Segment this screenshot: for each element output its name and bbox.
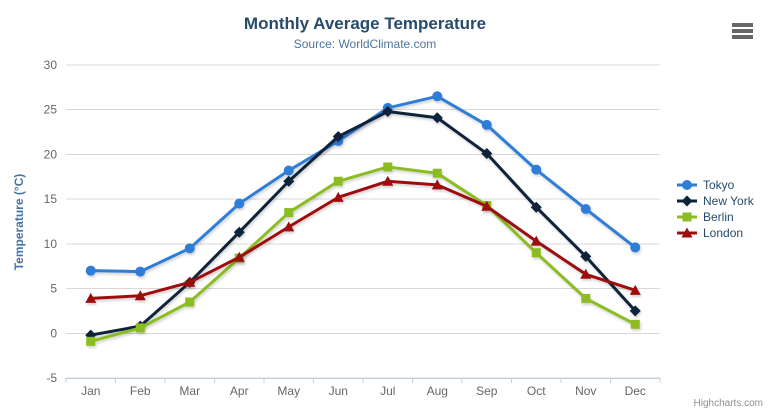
x-axis-label: Dec (625, 384, 646, 398)
x-axis-label: Sep (476, 384, 498, 398)
y-axis-label: 20 (44, 147, 58, 161)
y-axis-label: 25 (44, 103, 58, 117)
square-legend-icon (677, 212, 697, 222)
credits-link[interactable]: Highcharts.com (693, 398, 763, 409)
x-axis-label: Mar (179, 384, 200, 398)
x-axis-label: Jun (329, 384, 348, 398)
data-point-marker[interactable] (531, 164, 542, 175)
data-point-marker[interactable] (581, 293, 591, 303)
data-point-marker[interactable] (234, 198, 245, 209)
hamburger-icon (732, 35, 753, 39)
legend-label: Berlin (703, 210, 734, 224)
legend-item-london[interactable]: London (676, 225, 754, 241)
data-point-marker[interactable] (283, 175, 295, 187)
legend-item-berlin[interactable]: Berlin (676, 209, 754, 225)
legend-label: New York (703, 194, 754, 208)
data-point-marker[interactable] (530, 235, 542, 246)
y-axis-label: 10 (44, 237, 58, 251)
data-point-marker[interactable] (233, 226, 245, 238)
data-point-marker[interactable] (332, 191, 344, 202)
data-point-marker[interactable] (630, 242, 641, 253)
hamburger-icon (732, 29, 753, 33)
data-point-marker[interactable] (432, 91, 443, 102)
data-point-marker[interactable] (431, 112, 443, 124)
x-axis-label: May (277, 384, 300, 398)
data-point-marker[interactable] (85, 292, 97, 303)
chart-subtitle: Source: WorldClimate.com (293, 37, 437, 51)
x-axis-label: Jan (81, 384, 100, 398)
series-line[interactable] (89, 179, 637, 300)
export-menu-button[interactable] (730, 21, 756, 43)
data-point-marker[interactable] (134, 290, 146, 301)
legend-item-new-york[interactable]: New York (676, 193, 754, 209)
data-point-marker[interactable] (531, 248, 541, 258)
data-point-marker[interactable] (580, 250, 592, 262)
data-point-marker[interactable] (135, 266, 146, 277)
data-point-marker[interactable] (135, 323, 145, 333)
x-axis-label: Oct (527, 384, 546, 398)
data-point-marker[interactable] (283, 221, 295, 232)
y-axis-label: 30 (44, 58, 58, 72)
series-line[interactable] (89, 165, 637, 343)
diamond-legend-icon (677, 195, 697, 207)
data-point-marker[interactable] (333, 176, 343, 186)
y-axis-label: 15 (44, 192, 58, 206)
data-point-marker[interactable] (233, 251, 245, 262)
data-point-marker[interactable] (481, 148, 493, 160)
data-point-marker[interactable] (184, 243, 195, 254)
data-point-marker[interactable] (630, 319, 640, 329)
x-axis-label: Apr (230, 384, 249, 398)
data-point-marker[interactable] (185, 297, 195, 307)
y-axis-label: -5 (46, 371, 57, 385)
data-point-marker[interactable] (580, 203, 591, 214)
data-point-marker[interactable] (184, 276, 196, 287)
data-point-marker[interactable] (530, 201, 542, 213)
data-point-marker[interactable] (382, 106, 394, 118)
hamburger-icon (732, 23, 753, 27)
data-point-marker[interactable] (85, 265, 96, 276)
data-point-marker[interactable] (431, 179, 443, 190)
y-axis-title: Temperature (°C) (12, 173, 26, 271)
data-point-marker[interactable] (283, 165, 294, 176)
legend: Tokyo New York Berlin London (676, 177, 754, 241)
data-point-marker[interactable] (629, 284, 641, 295)
data-point-marker[interactable] (580, 268, 592, 279)
data-point-marker[interactable] (382, 175, 394, 186)
series-london[interactable] (85, 175, 641, 303)
x-axis-label: Feb (130, 384, 151, 398)
series-new-york[interactable] (85, 106, 641, 341)
legend-label: London (703, 226, 744, 240)
data-point-marker[interactable] (432, 168, 442, 178)
x-axis-label: Nov (575, 384, 596, 398)
data-point-marker[interactable] (383, 162, 393, 172)
data-point-marker[interactable] (481, 119, 492, 130)
data-point-marker[interactable] (629, 305, 641, 317)
data-point-marker[interactable] (332, 131, 344, 143)
chart-title: Monthly Average Temperature (243, 14, 487, 33)
triangle-legend-icon (677, 227, 697, 238)
legend-label: Tokyo (703, 178, 735, 192)
legend-item-tokyo[interactable]: Tokyo (676, 177, 754, 193)
data-point-marker[interactable] (86, 336, 96, 346)
y-axis-label: 0 (50, 326, 57, 340)
series-line[interactable] (89, 110, 637, 337)
series-tokyo[interactable] (85, 91, 641, 277)
circle-legend-icon (677, 180, 697, 190)
x-axis-label: Jul (380, 384, 395, 398)
x-axis-label: Aug (427, 384, 448, 398)
y-axis-label: 5 (50, 282, 57, 296)
data-point-marker[interactable] (284, 208, 294, 218)
data-point-marker[interactable] (481, 200, 493, 211)
